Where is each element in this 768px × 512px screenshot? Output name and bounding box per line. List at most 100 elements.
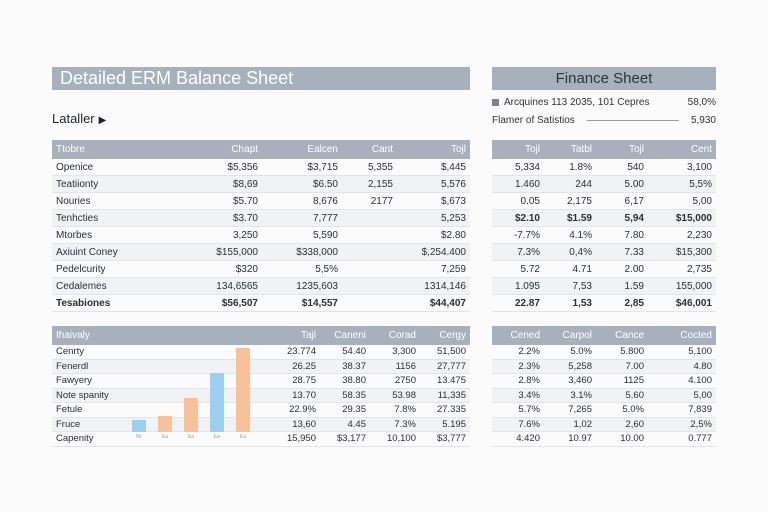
table-cell: 0,4% xyxy=(544,243,596,261)
table-cell: 4.80 xyxy=(648,359,716,374)
table-cell: 1156 xyxy=(370,359,420,374)
table-cell: 5,100 xyxy=(648,345,716,360)
table-cell: 53.98 xyxy=(370,388,420,403)
table-cell: $15,000 xyxy=(648,209,716,227)
table-row: 5.7% 7,265 5.0% 7,839 xyxy=(492,402,716,418)
table-row: Tesabiones $56,507 $14,557 $44,407 xyxy=(52,294,470,312)
table-row: Fawyery 28.75 38.80 2750 13.475 xyxy=(52,373,470,389)
column-header[interactable]: Cance xyxy=(596,326,648,345)
table-cell: 2,85 xyxy=(596,294,648,312)
table-cell: 1.460 xyxy=(492,175,544,193)
finance-header-row: Tojl Tatbl Tojl Cent xyxy=(492,140,716,159)
legend-label: Arcquines 113 2035, 101 Cepres xyxy=(504,96,650,108)
column-header[interactable]: Corad xyxy=(370,326,420,345)
table-cell: $1.59 xyxy=(544,209,596,227)
table-cell: 13,60 xyxy=(270,417,320,432)
table-cell: 540 xyxy=(596,159,648,176)
table-cell: $2.10 xyxy=(492,209,544,227)
table-cell: 4.71 xyxy=(544,260,596,278)
table-cell xyxy=(342,294,397,312)
column-header[interactable]: Cent xyxy=(648,140,716,159)
table-cell: $338,000 xyxy=(262,243,342,261)
table-cell: 7.80 xyxy=(596,226,648,244)
column-header[interactable]: Ihaivaly xyxy=(52,326,270,345)
table-cell: 7.00 xyxy=(596,359,648,374)
finance-sheet-title-text: Finance Sheet xyxy=(555,70,653,87)
column-header[interactable]: Ealcen xyxy=(262,140,342,159)
chart-bar-2 xyxy=(158,416,172,432)
column-header[interactable]: Tojl xyxy=(492,140,544,159)
table-row: 7.6% 1,02 2,60 2,5% xyxy=(492,417,716,432)
table-cell: Axiuint Coney xyxy=(52,243,182,261)
chart-tick-label: Ea xyxy=(239,434,247,440)
table-cell: $155,000 xyxy=(182,243,262,261)
chart-tick-label: Ea xyxy=(161,434,169,440)
table-cell: $46,001 xyxy=(648,294,716,312)
table-cell: Tesabiones xyxy=(52,294,182,312)
column-header[interactable]: Cergy xyxy=(420,326,470,345)
table-cell: 38.37 xyxy=(320,359,370,374)
table-cell: 1314,146 xyxy=(397,277,470,295)
table-cell: 2,5% xyxy=(648,417,716,432)
table-row: -7.7% 4.1% 7.80 2,230 xyxy=(492,226,716,244)
table-cell: $3,715 xyxy=(262,159,342,176)
table-cell: 5.72 xyxy=(492,260,544,278)
column-header[interactable]: Chapt xyxy=(182,140,262,159)
stat-row: Flamer of Satistios 5,930 xyxy=(492,113,716,127)
column-header[interactable]: Cened xyxy=(492,326,544,345)
column-header[interactable]: Tajl xyxy=(270,326,320,345)
table-cell: 28.75 xyxy=(270,373,320,389)
table-cell: 4.1% xyxy=(544,226,596,244)
table-cell: 10,100 xyxy=(370,431,420,447)
table-row: Axiuint Coney $155,000 $338,000 $,254.400 xyxy=(52,243,470,261)
table-cell: 5,253 xyxy=(397,209,470,227)
table-cell: 10.97 xyxy=(544,431,596,447)
summary-header-row: Cened Carpol Cance Cocted xyxy=(492,326,716,345)
table-cell: Fenerdl xyxy=(52,359,270,374)
table-row: 2.8% 3,460 1125 4.100 xyxy=(492,373,716,389)
table-row: Note spanity 13.70 58.35 53.98 11,335 xyxy=(52,388,470,403)
table-cell: 3.4% xyxy=(492,388,544,403)
table-cell: Cedalemes xyxy=(52,277,182,295)
table-cell: 13.70 xyxy=(270,388,320,403)
table-row: 5.72 4.71 2.00 2,735 xyxy=(492,260,716,278)
column-header[interactable]: Cant xyxy=(342,140,397,159)
chart-bar-3 xyxy=(184,398,198,432)
table-cell: $320 xyxy=(182,260,262,278)
table-cell: Cenrty xyxy=(52,345,270,360)
table-cell: 1125 xyxy=(596,373,648,389)
table-cell: Openice xyxy=(52,159,182,176)
column-header[interactable]: Cocted xyxy=(648,326,716,345)
table-cell xyxy=(342,226,397,244)
stat-label: Flamer of Satistios xyxy=(492,114,575,126)
chart-tick-label: Bk xyxy=(136,434,142,440)
table-row: Openice $5,356 $3,715 5,355 $,445 xyxy=(52,159,470,176)
column-header[interactable]: Tojl xyxy=(596,140,648,159)
table-cell: 22.87 xyxy=(492,294,544,312)
subnav-button[interactable]: Lataller ▶ xyxy=(52,111,106,126)
table-cell: 134,6565 xyxy=(182,277,262,295)
table-cell: 1.59 xyxy=(596,277,648,295)
table-cell: 2.2% xyxy=(492,345,544,360)
table-cell: 54.40 xyxy=(320,345,370,360)
column-header[interactable]: Tojl xyxy=(397,140,470,159)
column-header[interactable]: Caneni xyxy=(320,326,370,345)
column-header[interactable]: Ttobre xyxy=(52,140,182,159)
table-cell: 0.777 xyxy=(648,431,716,447)
table-cell: 7,53 xyxy=(544,277,596,295)
column-header[interactable]: Tatbl xyxy=(544,140,596,159)
table-cell: 244 xyxy=(544,175,596,193)
table-row: 4.420 10.97 10.00 0.777 xyxy=(492,431,716,447)
legend-swatch xyxy=(492,98,499,106)
page-title: Detailed ERM Balance Sheet xyxy=(52,67,470,90)
table-cell: 5.195 xyxy=(420,417,470,432)
table-cell: 5,576 xyxy=(397,175,470,193)
table-cell: 5.0% xyxy=(544,345,596,360)
table-cell: 51,500 xyxy=(420,345,470,360)
table-row: Cedalemes 134,6565 1235,603 1314,146 xyxy=(52,277,470,295)
column-header[interactable]: Carpol xyxy=(544,326,596,345)
table-cell: 1,02 xyxy=(544,417,596,432)
table-cell: 2.3% xyxy=(492,359,544,374)
capacity-header-row: Ihaivaly Tajl Caneni Corad Cergy xyxy=(52,326,470,345)
table-cell: 155,000 xyxy=(648,277,716,295)
